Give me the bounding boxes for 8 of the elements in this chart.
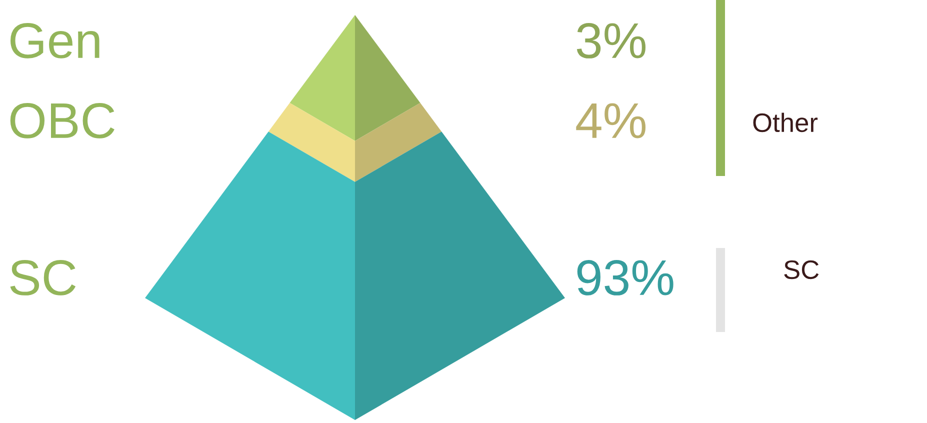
category-label: OBC	[10, 103, 114, 138]
data-label: 3%	[576, 23, 646, 58]
category-label: Gen	[10, 23, 100, 58]
data-label: 93%	[577, 260, 674, 296]
text: SC	[784, 260, 819, 280]
category-label: SC	[10, 260, 76, 296]
text: Other	[753, 112, 818, 132]
data-label: 4%	[576, 103, 646, 138]
